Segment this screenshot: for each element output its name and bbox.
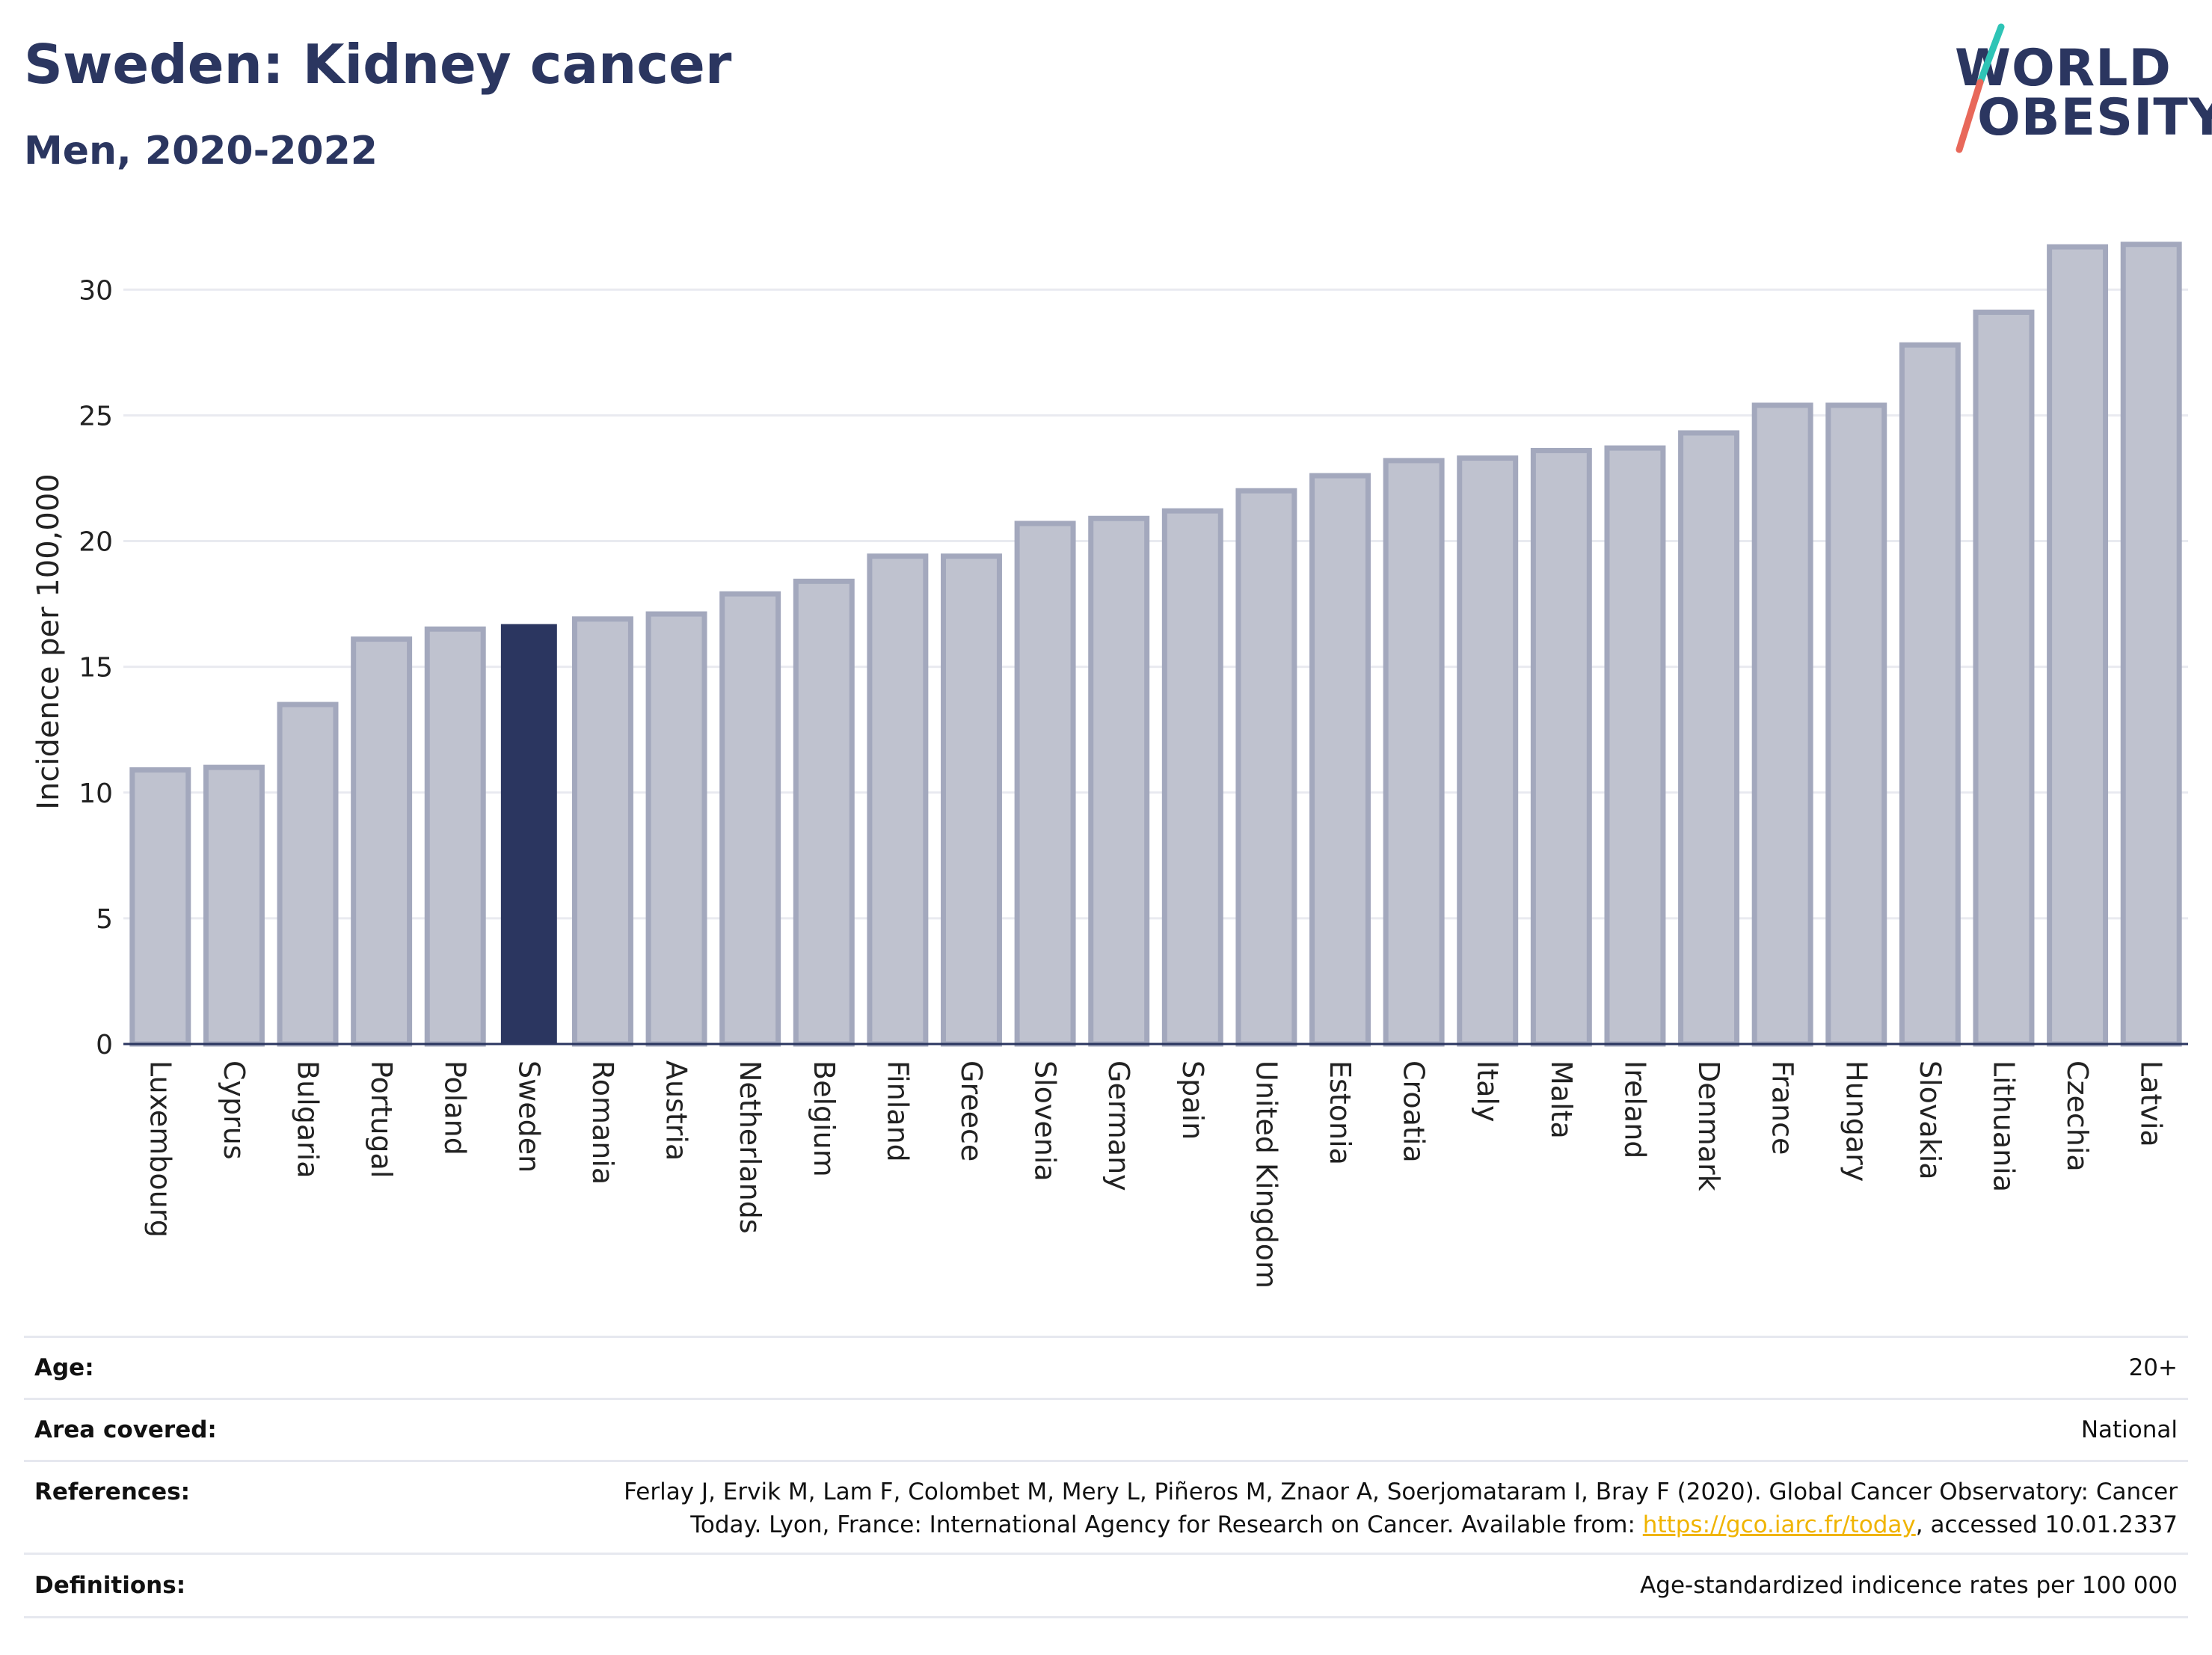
x-tick-label: Netherlands xyxy=(734,1060,766,1234)
x-tick-label: Croatia xyxy=(1398,1060,1431,1163)
y-tick-label: 5 xyxy=(96,904,113,935)
references-line2: Today. Lyon, France: International Agenc… xyxy=(624,1508,2178,1541)
info-row-age: Age: 20+ xyxy=(24,1336,2188,1398)
bars xyxy=(129,242,2182,1047)
bar-slovakia xyxy=(1899,342,1961,1047)
world-obesity-logo: WORLD OBESITY xyxy=(1952,22,2212,157)
x-tick-label: Belgium xyxy=(808,1060,841,1177)
age-value: 20+ xyxy=(2128,1354,2178,1381)
bar-united-kingdom xyxy=(1235,488,1297,1047)
bar-czechia xyxy=(2047,244,2109,1047)
x-tick-label: Czechia xyxy=(2061,1060,2094,1172)
x-tick-label: Luxembourg xyxy=(144,1060,176,1238)
x-tick-label: Germany xyxy=(1102,1060,1135,1191)
bar-croatia xyxy=(1383,458,1445,1047)
references-line2-post: , accessed 10.01.2337 xyxy=(1915,1511,2178,1538)
logo-slash-icon xyxy=(1956,23,2005,153)
bar-greece xyxy=(941,553,1002,1047)
references-link[interactable]: https://gco.iarc.fr/today xyxy=(1642,1511,1916,1538)
bar-netherlands xyxy=(719,591,781,1047)
y-axis-label: Incidence per 100,000 xyxy=(31,473,66,810)
bar-spain xyxy=(1161,508,1223,1047)
bar-luxembourg xyxy=(129,767,191,1047)
x-tick-label: Sweden xyxy=(512,1060,545,1173)
bar-cyprus xyxy=(203,764,265,1047)
bar-finland xyxy=(867,553,929,1047)
y-tick-label: 15 xyxy=(79,653,113,684)
x-tick-label: Austria xyxy=(660,1060,693,1161)
definitions-label: Definitions: xyxy=(34,1572,186,1599)
x-tick-label: Slovakia xyxy=(1914,1060,1947,1180)
axes: 0 5 10 15 20 25 30 Incidence per 100,000 Luxembo… xyxy=(31,275,2188,1289)
chart-title: Sweden: Kidney cancer xyxy=(24,33,732,96)
bar-germany xyxy=(1088,515,1150,1047)
x-tick-label: United Kingdom xyxy=(1250,1060,1282,1289)
x-tick-label: Italy xyxy=(1471,1060,1504,1122)
bar-bulgaria xyxy=(277,701,339,1047)
x-tick-label: Cyprus xyxy=(218,1060,251,1160)
references-label: References: xyxy=(34,1479,191,1505)
info-row-area: Area covered: National xyxy=(24,1398,2188,1460)
y-tick-label: 30 xyxy=(79,275,113,306)
bar-lithuania xyxy=(1973,310,2035,1047)
y-tick-label: 25 xyxy=(79,401,113,432)
info-table: Age: 20+ Area covered: National Referenc… xyxy=(24,1336,2188,1618)
age-label: Age: xyxy=(34,1354,94,1381)
info-row-references: References: Ferlay J, Ervik M, Lam F, Co… xyxy=(24,1460,2188,1553)
area-value: National xyxy=(2080,1416,2178,1443)
bar-latvia xyxy=(2120,242,2182,1047)
x-tick-label: Greece xyxy=(955,1060,988,1161)
bar-france xyxy=(1751,402,1813,1047)
bar-estonia xyxy=(1309,473,1371,1047)
y-tick-label: 20 xyxy=(79,527,113,558)
x-tick-label: Latvia xyxy=(2135,1060,2168,1147)
bar-denmark xyxy=(1678,430,1740,1047)
bar-chart: 0 5 10 15 20 25 30 Incidence per 100,000 Luxembo… xyxy=(31,242,2188,1289)
bar-sweden xyxy=(500,624,557,1044)
x-tick-label: Malta xyxy=(1545,1060,1578,1139)
references-value: Ferlay J, Ervik M, Lam F, Colombet M, Me… xyxy=(624,1476,2188,1541)
bar-poland xyxy=(424,626,486,1047)
x-tick-label: Spain xyxy=(1176,1060,1209,1140)
x-tick-label: Lithuania xyxy=(1987,1060,2020,1192)
bar-belgium xyxy=(793,578,855,1047)
area-label: Area covered: xyxy=(34,1416,217,1443)
info-row-definitions: Definitions: Age-standardized indicence … xyxy=(24,1553,2188,1618)
bar-portugal xyxy=(351,636,413,1047)
logo-text-obesity: OBESITY xyxy=(1977,88,2212,147)
bar-slovenia xyxy=(1014,521,1076,1047)
x-tick-label: Slovenia xyxy=(1029,1060,1062,1182)
x-tick-label: France xyxy=(1766,1060,1799,1155)
chart-subtitle: Men, 2020-2022 xyxy=(24,129,378,174)
bar-ireland xyxy=(1604,445,1666,1047)
bar-hungary xyxy=(1825,402,1887,1047)
references-line2-pre: Today. Lyon, France: International Agenc… xyxy=(690,1511,1643,1538)
references-line1: Ferlay J, Ervik M, Lam F, Colombet M, Me… xyxy=(624,1479,2178,1505)
y-tick-label: 10 xyxy=(79,779,113,809)
x-tick-label: Portugal xyxy=(365,1060,398,1178)
bar-austria xyxy=(645,611,707,1047)
bar-malta xyxy=(1530,447,1592,1047)
bar-italy xyxy=(1457,455,1519,1047)
x-tick-label: Finland xyxy=(881,1060,914,1162)
y-tick-label: 0 xyxy=(96,1030,113,1060)
x-tick-label: Poland xyxy=(439,1060,472,1155)
x-tick-label: Bulgaria xyxy=(292,1060,325,1179)
bar-romania xyxy=(571,616,633,1047)
definitions-value: Age-standardized indicence rates per 100… xyxy=(1640,1572,2178,1599)
x-tick-label: Hungary xyxy=(1840,1060,1872,1182)
x-tick-label: Denmark xyxy=(1692,1060,1725,1191)
x-tick-label: Ireland xyxy=(1618,1060,1651,1158)
x-tick-label: Romania xyxy=(586,1060,619,1185)
x-tick-label: Estonia xyxy=(1324,1060,1357,1165)
